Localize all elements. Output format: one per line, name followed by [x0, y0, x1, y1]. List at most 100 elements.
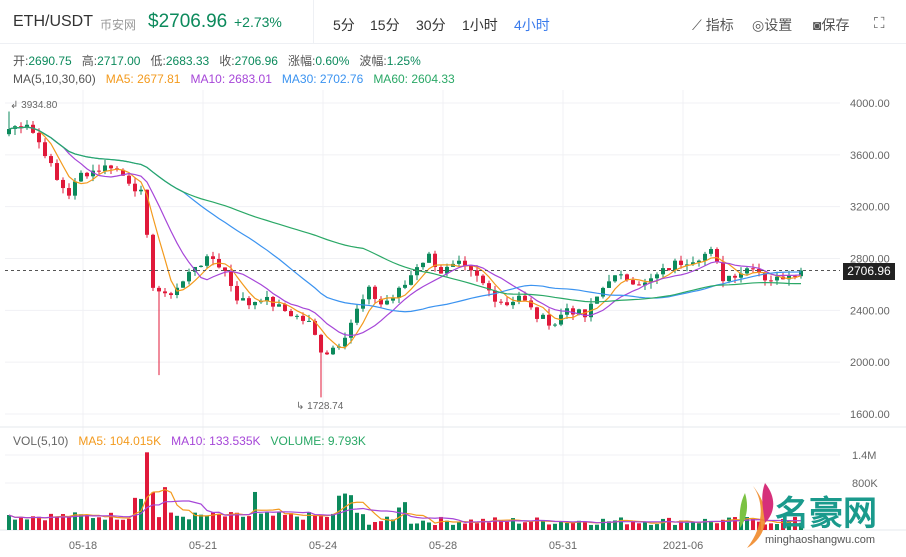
candle-body [253, 301, 257, 306]
candle-body [595, 296, 599, 304]
candle-body [403, 284, 407, 288]
candle-body [37, 132, 41, 143]
indicator-button[interactable]: ⟋ 指标 [692, 17, 734, 33]
candle-body [745, 268, 749, 274]
candle-body [607, 281, 611, 288]
volume-bar [349, 495, 353, 530]
volume-bar [253, 491, 257, 530]
settings-button[interactable]: ◎设置 [752, 17, 793, 33]
volume-bar [25, 519, 29, 530]
candle-body [229, 271, 233, 286]
candle-body [667, 268, 671, 271]
candle-body [379, 298, 383, 305]
symbol: ETH/USDT [13, 13, 93, 30]
candle-body [535, 307, 539, 319]
candle-body [67, 188, 71, 196]
volume-bar [583, 522, 587, 530]
volume-bar [433, 524, 437, 530]
x-tick-label: 05-24 [309, 540, 337, 552]
volume-bar [697, 523, 701, 530]
y-tick-label: 3600.00 [850, 150, 890, 162]
timeframe-4h[interactable]: 4小时 [514, 17, 550, 33]
min-price-label: ↳ 1728.74 [296, 401, 344, 412]
volume-bar [31, 516, 35, 530]
volume-bar [457, 521, 461, 530]
volume-bar [355, 512, 359, 530]
candle-body [457, 260, 461, 264]
vol-tick-label: 800K [852, 478, 878, 490]
candle-body [61, 179, 65, 189]
candle-body [469, 265, 473, 271]
volume-bar [121, 519, 125, 530]
volume-bar [541, 520, 545, 530]
volume-bar [109, 512, 113, 530]
price-change: +2.73% [234, 14, 282, 30]
volume-bar [493, 517, 497, 530]
volume-bar [151, 492, 155, 530]
x-tick-label: 05-28 [429, 540, 457, 552]
candle-body [685, 264, 689, 266]
candle-body [223, 267, 227, 272]
candle-body [529, 300, 533, 308]
candle-body [319, 334, 323, 353]
volume-bar [775, 524, 779, 530]
candle-body [511, 301, 515, 306]
volume-bar [565, 523, 569, 530]
volume-bar [685, 522, 689, 530]
ohlc-info: 开:2690.75 高:2717.00 低:2683.33 收:2706.96 … [13, 54, 421, 68]
last-price-label: 2706.96 [843, 263, 895, 280]
candle-body [109, 165, 113, 169]
volume-bar [523, 522, 527, 530]
volume-bar [727, 517, 731, 530]
volume-bar [769, 523, 773, 530]
volume-bar [265, 512, 269, 530]
volume-bar [487, 522, 491, 530]
volume-bar [481, 518, 485, 530]
candle-body [571, 308, 575, 315]
candle-body [157, 287, 161, 292]
candle-body [199, 265, 203, 267]
candle-body [757, 268, 761, 273]
candle-body [301, 315, 305, 321]
candle-body [265, 296, 269, 302]
current-price: $2706.96 [148, 11, 228, 32]
volume-bar [559, 521, 563, 530]
volume-bar [319, 514, 323, 530]
candle-body [349, 322, 353, 338]
candle-body [769, 280, 773, 282]
candle-body [325, 352, 329, 355]
volume-bar [361, 514, 365, 530]
timeframe-1h[interactable]: 1小时 [462, 17, 498, 33]
fullscreen-icon[interactable]: ⛶ [874, 15, 885, 32]
candle-body [49, 156, 53, 164]
volume-bar [331, 513, 335, 530]
candle-body [283, 304, 287, 312]
gear-icon: ◎ [752, 17, 765, 33]
volume-bar [673, 524, 677, 530]
candle-body [625, 274, 629, 281]
volume-bar [715, 523, 719, 530]
volume-bar [241, 516, 245, 530]
save-button[interactable]: ◙保存 [813, 17, 850, 33]
candle-body [433, 253, 437, 268]
candle-body [373, 286, 377, 299]
timeframe-30m[interactable]: 30分 [416, 17, 446, 33]
volume-bar [427, 522, 431, 530]
timeframe-15m[interactable]: 15分 [370, 17, 400, 33]
timeframe-5m[interactable]: 5分 [333, 17, 355, 33]
candle-body [793, 275, 797, 277]
volume-bar [421, 520, 425, 530]
candle-body [751, 268, 755, 270]
vol-ma10-line [8, 500, 802, 524]
volume-bar [385, 516, 389, 530]
candle-body [247, 298, 251, 306]
candle-body [679, 260, 683, 265]
volume-bar [37, 516, 41, 530]
y-tick-label: 3200.00 [850, 202, 890, 214]
volume-bar [607, 521, 611, 530]
volume-bar [211, 512, 215, 530]
candle-body [409, 275, 413, 285]
volume-bar [235, 512, 239, 530]
y-tick-label: 4000.00 [850, 98, 890, 110]
